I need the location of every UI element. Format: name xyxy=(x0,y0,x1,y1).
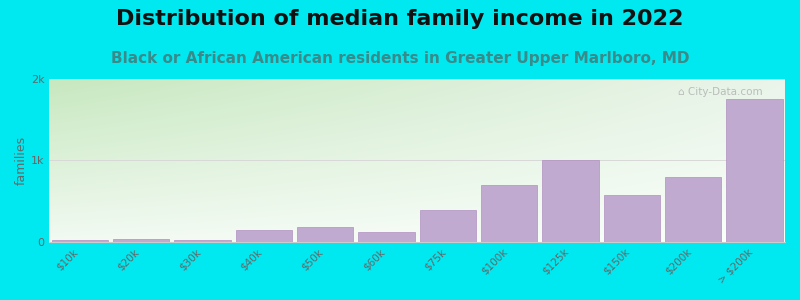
Text: Black or African American residents in Greater Upper Marlboro, MD: Black or African American residents in G… xyxy=(110,51,690,66)
Bar xyxy=(236,230,292,242)
Bar xyxy=(481,185,538,242)
Bar xyxy=(52,241,108,242)
Bar xyxy=(603,194,660,242)
Bar xyxy=(113,239,170,242)
Bar xyxy=(542,160,598,242)
Bar xyxy=(358,232,414,242)
Bar xyxy=(419,210,476,242)
Y-axis label: families: families xyxy=(15,136,28,185)
Bar xyxy=(726,99,782,242)
Bar xyxy=(174,240,230,242)
Text: ⌂ City-Data.com: ⌂ City-Data.com xyxy=(678,87,763,97)
Bar xyxy=(665,177,722,242)
Text: Distribution of median family income in 2022: Distribution of median family income in … xyxy=(116,9,684,29)
Bar xyxy=(297,227,354,242)
